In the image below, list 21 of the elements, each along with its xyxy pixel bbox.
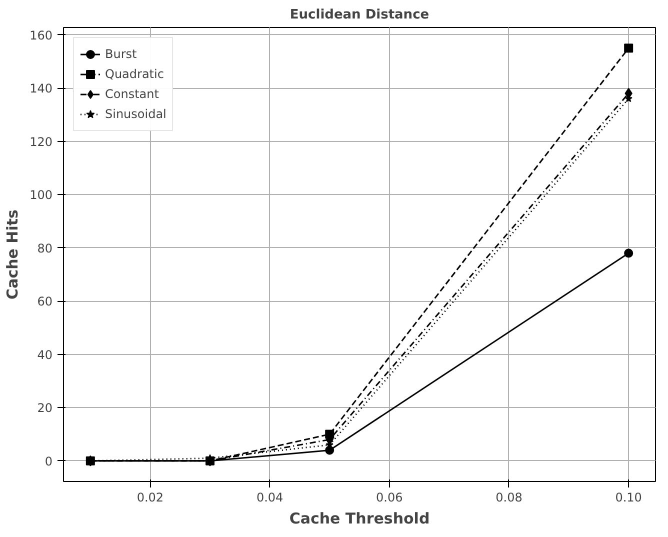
chart-title: Euclidean Distance [290,8,430,22]
x-tick-label: 0.04 [256,490,284,504]
x-tick-label: 0.08 [496,490,522,504]
y-tick-label: 0 [44,454,53,468]
y-tick-label: 100 [30,188,52,202]
y-tick-label: 20 [37,401,53,416]
y-axis-title: Cache Hits [4,209,22,300]
x-tick-label: 0.06 [376,490,403,504]
x-tick-label: 0.10 [615,490,642,504]
y-tick-label: 60 [37,294,53,309]
legend-label: Burst [105,47,137,61]
x-tick-label: 0.02 [136,490,164,504]
legend-label: Quadratic [105,67,164,81]
y-tick-label: 40 [37,348,53,362]
y-tick-label: 80 [37,241,53,256]
legend-label: Constant [105,87,159,101]
y-tick-label: 140 [30,82,52,96]
y-tick-label: 120 [30,134,52,149]
legend-label: Sinusoidal [105,107,166,121]
y-tick-label: 160 [30,28,52,42]
x-axis-title: Cache Threshold [289,510,430,528]
